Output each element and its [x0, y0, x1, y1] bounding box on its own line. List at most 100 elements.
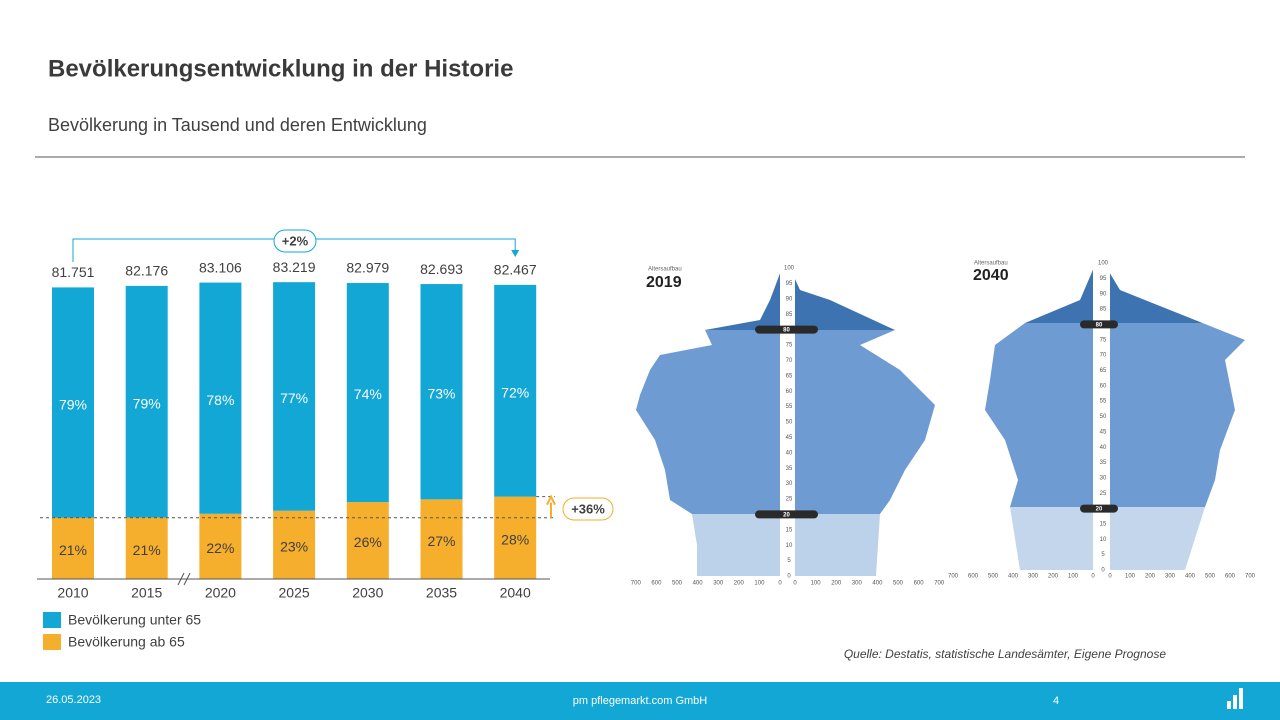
pyramid-x-tick: 0: [1108, 574, 1112, 580]
pyramid-age-tick: 70: [1100, 353, 1107, 359]
footer-company: pm pflegemarkt.com GmbH: [573, 695, 708, 707]
pyramid-x-tick: 300: [1165, 574, 1176, 580]
total-label: 81.751: [52, 264, 95, 280]
source-note: Quelle: Destatis, statistische Landesämt…: [844, 647, 1167, 661]
pyramid-x-tick: 300: [852, 581, 863, 587]
value-label: 22%: [206, 540, 234, 556]
pyramid-age-tick: 50: [1100, 414, 1107, 420]
age-marker: [755, 325, 818, 334]
pyramid-x-tick: 600: [914, 581, 925, 587]
pyramid-age-tick: 10: [786, 543, 793, 549]
age-marker-label: 20: [1096, 507, 1103, 513]
pyramid-x-tick: 700: [631, 581, 642, 587]
value-label: 72%: [501, 384, 529, 400]
pyramid-x-tick: 100: [1068, 574, 1079, 580]
value-label: 21%: [133, 542, 161, 558]
x-tick-label: 2020: [205, 585, 236, 601]
pyramid-age-tick: 10: [1100, 537, 1107, 543]
value-label: 26%: [354, 534, 382, 550]
age-marker: [755, 510, 818, 519]
bar-segment: [199, 282, 242, 514]
growth-arrow: [546, 494, 556, 518]
bar-segment: [125, 285, 168, 518]
pyramid-age-tick: 100: [1098, 261, 1109, 267]
pyramid-age-tick: 15: [786, 527, 793, 533]
value-label: 74%: [354, 386, 382, 402]
pyramid-x-tick: 0: [1091, 574, 1095, 580]
pyramid-age-tick: 95: [786, 281, 793, 287]
pyramid-age-tick: 70: [786, 358, 793, 364]
annotation: +2%: [282, 233, 309, 248]
pyramid-age-tick: 50: [786, 420, 793, 426]
total-label: 83.106: [199, 259, 242, 275]
footer-date: 26.05.2023: [46, 694, 101, 706]
pyramid-x-tick: 200: [1145, 574, 1156, 580]
pyramid-x-tick: 0: [778, 581, 782, 587]
pyramid-age-tick: 0: [1101, 568, 1105, 574]
pyramid-x-tick: 700: [934, 581, 945, 587]
bar-segment: [346, 502, 389, 579]
pyramid-x-tick: 500: [1205, 574, 1216, 580]
pyramid-x-tick: 100: [811, 581, 822, 587]
bar-segment: [494, 496, 537, 579]
pyramid-age-tick: 0: [787, 574, 791, 580]
logo: [1227, 688, 1243, 709]
pyramid-label: Altersaufbau: [648, 267, 682, 273]
pyramid-age-tick: 85: [786, 312, 793, 318]
pyramid-age-tick: 30: [1100, 475, 1107, 481]
pyramid-age-tick: 65: [786, 373, 793, 379]
x-tick-label: 2015: [131, 585, 162, 601]
pyramid-age-tick: 90: [1100, 291, 1107, 297]
pyramid-age-tick: 45: [786, 435, 793, 441]
x-tick-label: 2030: [352, 585, 383, 601]
x-tick-label: 2025: [279, 585, 310, 601]
bar-segment: [494, 284, 537, 497]
bracket-arrow: [511, 250, 520, 257]
bar-segment: [420, 284, 463, 500]
age-marker: [1080, 320, 1118, 329]
pyramid-age-tick: 95: [1100, 276, 1107, 282]
age-marker-label: 80: [783, 328, 790, 334]
pyramid-x-tick: 200: [831, 581, 842, 587]
bar-segment: [52, 287, 94, 518]
pyramid-x-tick: 400: [693, 581, 704, 587]
pyramid-x-tick: 400: [1008, 574, 1019, 580]
pyramid-x-tick: 500: [672, 581, 683, 587]
x-tick-label: 2035: [426, 585, 457, 601]
pyramid-age-tick: 65: [1100, 368, 1107, 374]
footer-page: 4: [1053, 695, 1059, 707]
pyramid-year: 2019: [646, 274, 682, 291]
x-tick-label: 2040: [500, 585, 531, 601]
pyramid-x-tick: 500: [988, 574, 999, 580]
pyramid-label: Altersaufbau: [974, 261, 1008, 267]
bar-segment: [273, 282, 316, 511]
value-label: 78%: [206, 392, 234, 408]
pyramid-mid: [985, 323, 1245, 507]
pyramid-x-tick: 400: [872, 581, 883, 587]
pyramid: [985, 262, 1245, 572]
pyramid-age-tick: 75: [1100, 337, 1107, 343]
pyramid-age-tick: 40: [786, 450, 793, 456]
pyramid-age-tick: 55: [786, 404, 793, 410]
pyramid-x-tick: 300: [713, 581, 724, 587]
age-marker-label: 80: [1096, 322, 1103, 328]
pyramid-x-tick: 700: [948, 574, 959, 580]
pyramid-year: 2040: [973, 267, 1009, 284]
value-label: 79%: [133, 395, 161, 411]
pyramid-x-tick: 0: [793, 581, 797, 587]
x-tick-label: 2010: [57, 585, 88, 601]
pyramid-age-tick: 60: [1100, 383, 1107, 389]
pyramid-x-tick: 300: [1028, 574, 1039, 580]
bar-chart: 21% 79% 81.751 2010 21% 79% 82.176 2015 22% 78% 83…: [37, 229, 614, 650]
annotation-pill: [273, 229, 317, 253]
footer-bar: [0, 682, 1280, 720]
value-label: 21%: [59, 542, 87, 558]
pyramid-x-tick: 200: [734, 581, 745, 587]
total-label: 83.219: [273, 259, 316, 275]
age-marker-label: 20: [783, 512, 790, 518]
value-label: 27%: [427, 533, 455, 549]
pyramid-age-tick: 30: [786, 481, 793, 487]
pyramid-x-tick: 600: [968, 574, 979, 580]
pyramid-age-tick: 5: [1101, 552, 1105, 558]
